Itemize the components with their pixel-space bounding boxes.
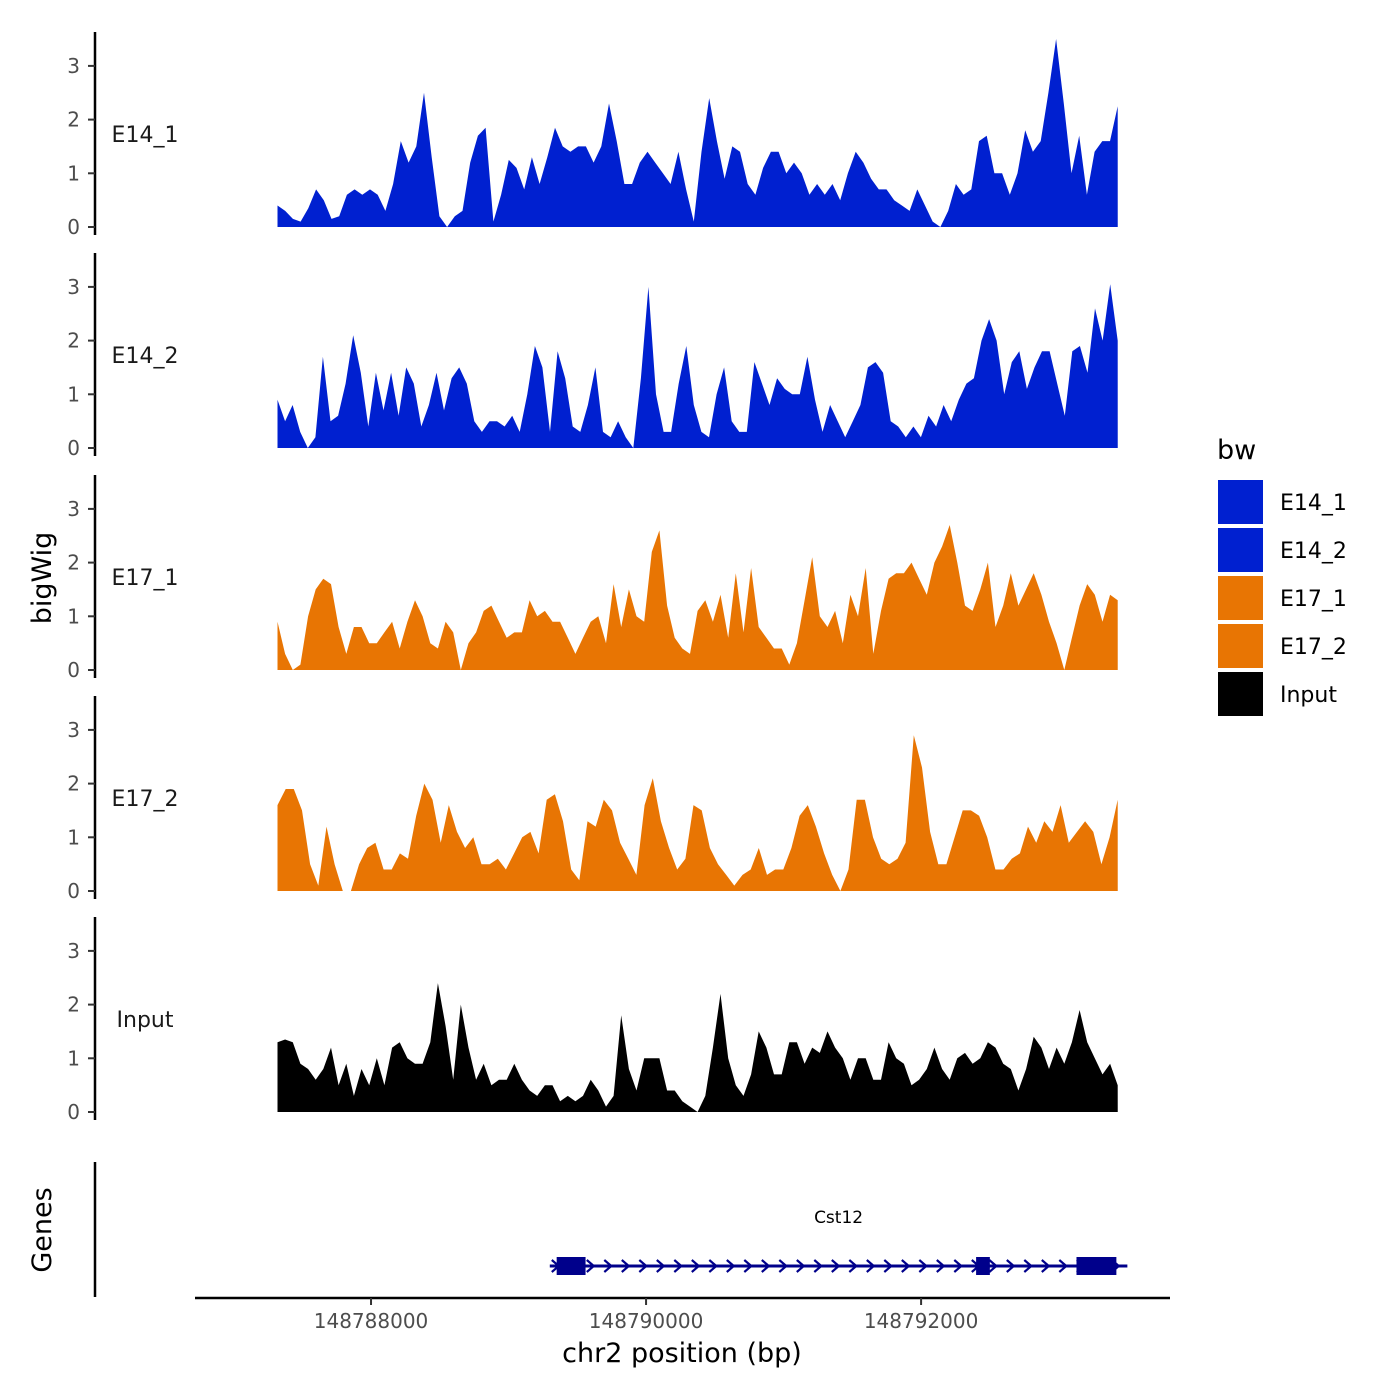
strand-arrow-icon (918, 1259, 928, 1273)
gene-name-label: Cst12 (814, 1208, 863, 1228)
y-tick-label: 0 (67, 1100, 80, 1124)
strand-arrow-icon (866, 1259, 876, 1273)
y-axis-ticks: 0 1 2 3 (67, 497, 95, 682)
strand-arrow-icon (621, 1259, 631, 1273)
y-tick-label: 1 (67, 161, 80, 185)
y-axis-ticks: 0 1 2 3 (67, 275, 95, 460)
y-tick-label: 3 (67, 939, 80, 963)
exon-block (976, 1257, 990, 1275)
legend-item: E14_1 (1218, 480, 1347, 524)
legend-swatch-e14-2 (1218, 528, 1263, 572)
strand-arrow-icon (691, 1259, 701, 1273)
strand-arrow-icon (831, 1259, 841, 1273)
track-panel: 0 1 2 3 E17_1 (67, 475, 1118, 682)
area-input (277, 983, 1118, 1112)
legend-label: E17_1 (1280, 587, 1347, 612)
y-tick-label: 3 (67, 54, 80, 78)
x-tick-label: 148788000 (314, 1309, 429, 1333)
strand-arrow-icon (953, 1259, 963, 1273)
strand-arrow-icon (883, 1259, 893, 1273)
x-tick-label: 148792000 (864, 1309, 979, 1333)
area-e14-2 (277, 284, 1118, 448)
y-tick-label: 0 (67, 879, 80, 903)
legend-swatch-e17-1 (1218, 576, 1263, 620)
strand-arrow-icon (813, 1259, 823, 1273)
y-tick-label: 0 (67, 215, 80, 239)
strand-arrow-icon (656, 1259, 666, 1273)
legend-item: Input (1218, 672, 1337, 716)
y-tick-label: 0 (67, 436, 80, 460)
strand-arrow-icon (603, 1259, 613, 1273)
y-axis-ticks: 0 1 2 3 (67, 939, 95, 1124)
track-panel: 0 1 2 3 E17_2 (67, 696, 1118, 903)
area-e17-2 (277, 735, 1118, 891)
exon-block (556, 1257, 586, 1275)
y-tick-label: 0 (67, 658, 80, 682)
strand-arrow-icon (708, 1259, 718, 1273)
strand-arrow-icon (1058, 1259, 1068, 1273)
y-tick-label: 3 (67, 718, 80, 742)
y-tick-label: 1 (67, 382, 80, 406)
x-axis: 148788000 148790000 148792000 (195, 1296, 1170, 1333)
legend: bw E14_1 E14_2 E17_1 E17_2 Input (1217, 435, 1347, 716)
y-tick-label: 2 (67, 551, 80, 575)
x-axis-ticks: 148788000 148790000 148792000 (314, 1298, 979, 1333)
exon-block (1076, 1257, 1117, 1275)
legend-label: E14_2 (1280, 539, 1347, 564)
gene-exons (556, 1257, 1117, 1275)
strand-arrow-icon (673, 1259, 683, 1273)
track-panel: 0 1 2 3 Input (67, 917, 1118, 1124)
legend-label: Input (1280, 683, 1337, 708)
strand-arrow-icon (743, 1259, 753, 1273)
legend-title: bw (1217, 435, 1256, 466)
strand-arrow-icon (726, 1259, 736, 1273)
strand-arrow-icon (936, 1259, 946, 1273)
track-label: E14_2 (112, 344, 179, 369)
legend-swatch-input (1218, 672, 1263, 716)
y-tick-label: 3 (67, 275, 80, 299)
track-label: Input (117, 1008, 174, 1033)
strand-arrow-icon (988, 1259, 998, 1273)
y-tick-label: 2 (67, 329, 80, 353)
strand-arrow-icon (796, 1259, 806, 1273)
strand-arrow-icon (1041, 1259, 1051, 1273)
strand-arrow-icon (761, 1259, 771, 1273)
y-axis-ticks: 0 1 2 3 (67, 54, 95, 239)
track-panel: 0 1 2 3 E14_2 (67, 253, 1118, 460)
area-e17-1 (277, 525, 1118, 670)
legend-item: E17_1 (1218, 576, 1347, 620)
legend-label: E17_2 (1280, 635, 1347, 660)
area-e14-1 (277, 39, 1118, 227)
track-label: E14_1 (112, 123, 179, 148)
y-tick-label: 1 (67, 825, 80, 849)
strand-arrow-icon (901, 1259, 911, 1273)
strand-arrow-icon (586, 1259, 596, 1273)
legend-swatch-e17-2 (1218, 624, 1263, 668)
legend-item: E17_2 (1218, 624, 1347, 668)
legend-label: E14_1 (1280, 491, 1347, 516)
y-axis-ticks: 0 1 2 3 (67, 718, 95, 903)
genes-axis-title: Genes (27, 1187, 58, 1272)
y-tick-label: 1 (67, 1046, 80, 1070)
track-label: E17_1 (112, 566, 179, 591)
legend-swatch-e14-1 (1218, 480, 1263, 524)
x-tick-label: 148790000 (589, 1309, 704, 1333)
y-tick-label: 2 (67, 108, 80, 132)
strand-arrow-icon (778, 1259, 788, 1273)
track-panel: 0 1 2 3 E14_1 (67, 32, 1118, 239)
y-tick-label: 3 (67, 497, 80, 521)
strand-arrow-icon (848, 1259, 858, 1273)
strand-arrow-icon (638, 1259, 648, 1273)
strand-arrow-icon (1006, 1259, 1016, 1273)
x-axis-title: chr2 position (bp) (562, 1338, 802, 1369)
y-tick-label: 2 (67, 772, 80, 796)
track-label: E17_2 (112, 787, 179, 812)
strand-arrow-icon (1023, 1259, 1033, 1273)
y-tick-label: 2 (67, 993, 80, 1017)
y-tick-label: 1 (67, 604, 80, 628)
y-axis-title: bigWig (27, 532, 58, 625)
legend-item: E14_2 (1218, 528, 1347, 572)
genes-panel: Cst12 (93, 1162, 1128, 1297)
